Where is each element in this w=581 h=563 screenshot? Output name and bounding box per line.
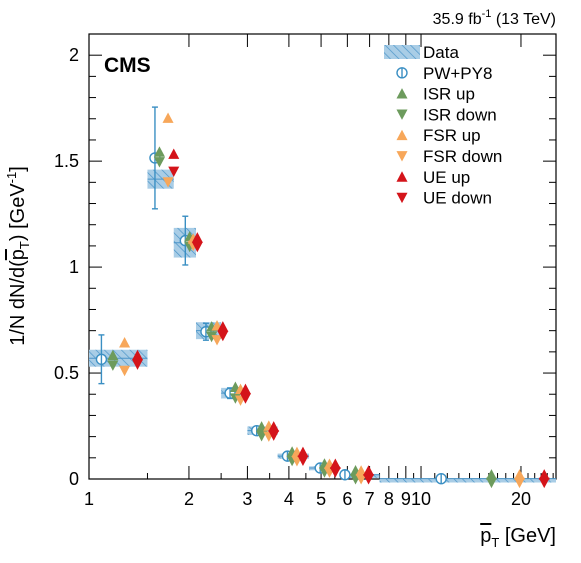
legend-item-ue-up: UE up [396, 168, 470, 187]
data-point [119, 365, 131, 377]
legend-item-fsr-up: FSR up [396, 126, 481, 145]
legend-marker [396, 151, 408, 162]
y-tick-label: 1 [69, 257, 79, 277]
y-tick-label: 1.5 [54, 151, 79, 171]
data-point [297, 455, 309, 467]
data-point [239, 393, 252, 404]
data-point [513, 469, 526, 480]
x-tick-label: 4 [284, 489, 294, 509]
mc-markers [95, 106, 550, 489]
data-box [379, 478, 556, 483]
plot-frame [88, 33, 557, 480]
legend-item-pw-py8: PW+PY8 [396, 64, 492, 83]
legend-marker [396, 171, 408, 182]
x-axis: 1 2 3 4 5 6 7 8 9 10 20 [84, 34, 554, 509]
y-tick-label: 0 [69, 469, 79, 489]
series-fsr-down [119, 177, 526, 489]
cms-label: CMS [104, 54, 151, 77]
series-ue-up [131, 148, 550, 480]
data-point [206, 331, 218, 343]
data-point [538, 477, 550, 489]
data-point [162, 177, 174, 188]
data-point [153, 146, 165, 157]
data-point [538, 469, 550, 480]
luminosity-label: 35.9 fb-1 (13 TeV) [433, 8, 556, 28]
legend-item-fsr-down: FSR down [396, 147, 502, 166]
y-tick-label: 2 [69, 45, 79, 65]
data-point [217, 321, 229, 332]
data-point [256, 431, 268, 442]
x-tick-label: 2 [184, 489, 194, 509]
legend-marker [396, 192, 408, 204]
data-point [217, 330, 229, 342]
legend-label: FSR down [423, 147, 502, 166]
data-point [363, 465, 375, 476]
legend-item-isr-down: ISR down [396, 105, 497, 124]
x-tick-label: 6 [342, 489, 352, 509]
data-point [485, 477, 497, 489]
legend-item-data: Data [384, 43, 459, 62]
x-tick-label: 1 [84, 489, 94, 509]
legend-label: ISR down [423, 105, 497, 124]
x-tick-label: 20 [511, 489, 531, 509]
legend-item-ue-down: UE down [396, 189, 492, 208]
data-point [168, 166, 180, 177]
data-point [191, 241, 203, 253]
data-point [107, 360, 119, 371]
data-point [363, 474, 375, 485]
data-point [513, 477, 526, 489]
legend-swatch [384, 45, 420, 59]
data-point [355, 465, 367, 476]
data-point [162, 112, 174, 123]
data-point [191, 232, 203, 243]
x-tick-label: 3 [242, 489, 252, 509]
legend-item-isr-up: ISR up [396, 85, 475, 104]
data-point [153, 157, 165, 168]
x-axis-title: pT [GeV] [480, 525, 556, 550]
legend-label: FSR up [423, 126, 481, 145]
data-point [211, 335, 223, 346]
legend-label: UE up [423, 168, 470, 187]
data-bands [89, 169, 556, 483]
data-point [268, 430, 280, 441]
legend-label: Data [423, 43, 459, 62]
data-point [329, 458, 341, 469]
x-tick-label: 10 [411, 489, 431, 509]
x-tick-label: 8 [384, 489, 394, 509]
y-tick-label: 0.5 [54, 363, 79, 383]
legend-label: PW+PY8 [423, 64, 492, 83]
data-point [268, 421, 280, 432]
data-point [485, 469, 497, 480]
series-ue-down [131, 166, 550, 489]
data-point [131, 359, 144, 370]
y-axis: 0 0.5 1 1.5 2 [54, 33, 556, 489]
data-point [329, 467, 341, 478]
data-point [355, 474, 367, 485]
data-point [168, 148, 180, 159]
data-point [119, 337, 131, 348]
legend-marker [396, 88, 408, 99]
legend-label: UE down [423, 189, 492, 208]
x-tick-label: 5 [316, 489, 326, 509]
data-point [239, 383, 252, 395]
x-tick-label: 9 [401, 489, 411, 509]
x-tick-label: 7 [365, 489, 375, 509]
data-point [107, 349, 119, 361]
legend-label: ISR up [423, 85, 475, 104]
data-point [297, 446, 309, 458]
legend-marker [396, 109, 408, 120]
data-point [131, 349, 144, 361]
y-axis-title: 1/N dN/d(pT) [GeV-1] [4, 166, 32, 346]
legend-marker [396, 129, 408, 141]
